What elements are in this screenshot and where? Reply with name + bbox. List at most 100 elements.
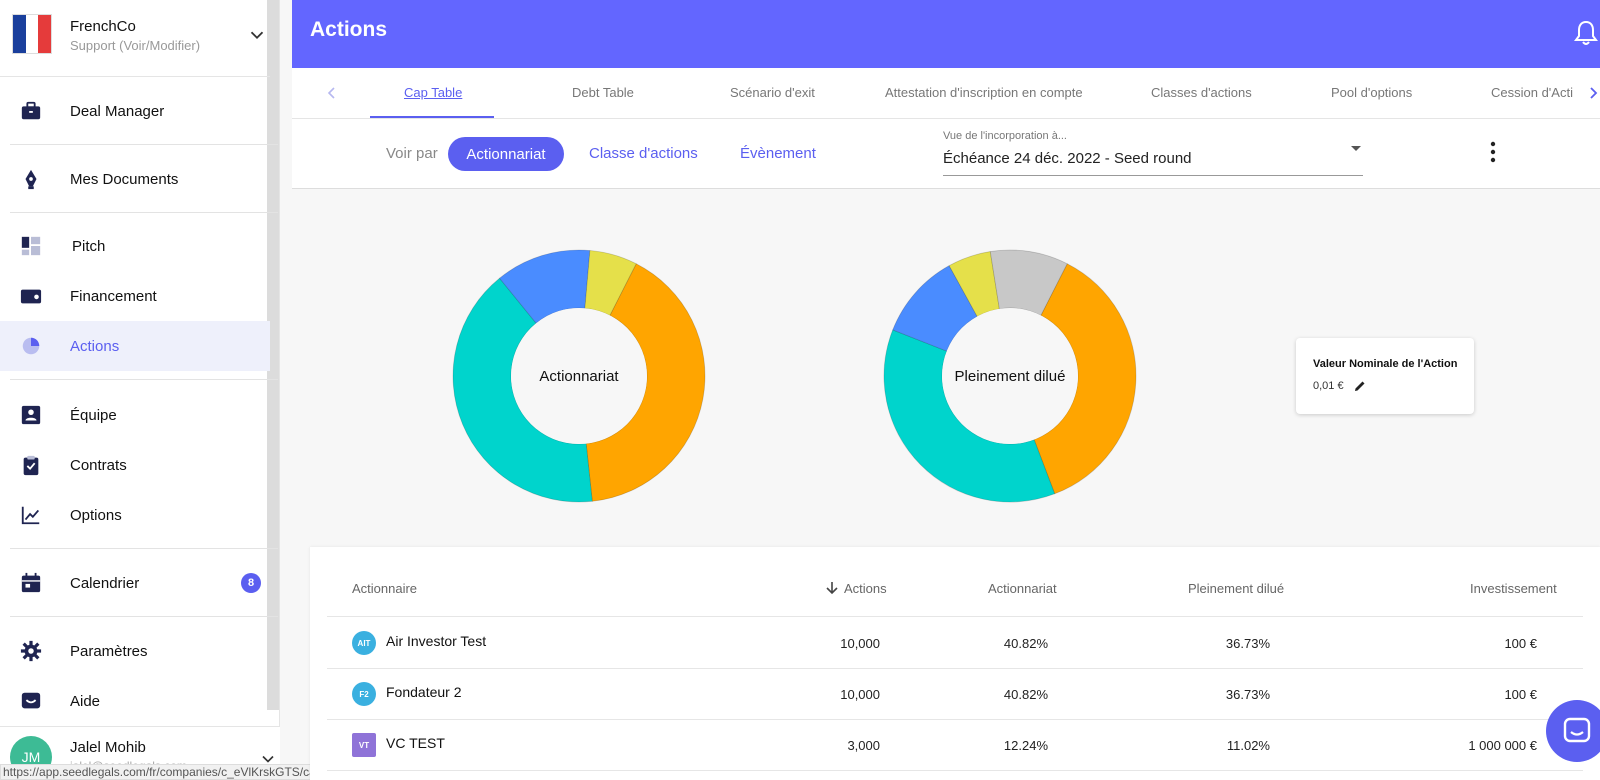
clipboard-check-icon bbox=[23, 455, 39, 476]
nominal-value-title: Valeur Nominale de l'Action bbox=[1313, 358, 1458, 370]
chat-smile-icon bbox=[21, 692, 41, 709]
view-classe-actions-button[interactable]: Classe d'actions bbox=[589, 145, 698, 162]
sidebar-item-documents[interactable]: Mes Documents bbox=[0, 154, 270, 204]
pencil-icon[interactable] bbox=[1354, 380, 1366, 392]
sidebar-item-label: Paramètres bbox=[70, 642, 148, 660]
sidebar-item-parametres[interactable]: Paramètres bbox=[0, 626, 270, 676]
line-chart-icon bbox=[21, 506, 40, 525]
column-header-actionnaire[interactable]: Actionnaire bbox=[352, 581, 418, 596]
sidebar-item-financement[interactable]: Financement bbox=[0, 271, 270, 321]
table-row[interactable]: F2 Fondateur 2 10,000 40.82% 36.73% 100 … bbox=[310, 668, 1600, 719]
voir-par-label: Voir par bbox=[386, 145, 438, 162]
tab-attestation[interactable]: Attestation d'inscription en compte bbox=[885, 85, 1083, 100]
incorporation-select[interactable]: Échéance 24 déc. 2022 - Seed round bbox=[943, 150, 1192, 167]
donut-hole bbox=[511, 308, 647, 444]
person-badge-icon bbox=[21, 405, 41, 425]
more-vertical-icon[interactable] bbox=[1488, 141, 1498, 163]
sidebar-item-calendrier[interactable]: Calendrier 8 bbox=[0, 558, 270, 608]
shareholder-name[interactable]: VC TEST bbox=[386, 735, 445, 751]
page-header: Actions bbox=[292, 0, 1600, 68]
donut-center-label: Pleinement dilué bbox=[954, 368, 1066, 385]
pie-chart-icon bbox=[22, 337, 40, 355]
shareholder-name[interactable]: Fondateur 2 bbox=[386, 684, 462, 700]
page-title: Actions bbox=[310, 18, 388, 41]
tab-debt-table[interactable]: Debt Table bbox=[572, 85, 634, 100]
chevron-down-icon[interactable] bbox=[246, 24, 268, 46]
column-header-investissement[interactable]: Investissement bbox=[1470, 581, 1557, 596]
wallet-icon bbox=[20, 289, 42, 304]
french-flag-icon bbox=[12, 14, 52, 54]
divider bbox=[10, 379, 278, 380]
column-header-actionnariat[interactable]: Actionnariat bbox=[988, 581, 1057, 596]
divider bbox=[10, 616, 278, 617]
shareholder-avatar: VT bbox=[352, 733, 376, 757]
cell-investissement: 100 € bbox=[1504, 687, 1537, 702]
cell-pleinement-dilue: 11.02% bbox=[1226, 738, 1270, 753]
sidebar-item-actions[interactable]: Actions bbox=[0, 321, 270, 371]
cell-pleinement-dilue: 36.73% bbox=[1225, 636, 1270, 651]
tab-cession-actions[interactable]: Cession d'Acti bbox=[1491, 85, 1573, 100]
caret-down-icon[interactable] bbox=[1351, 146, 1361, 151]
select-underline bbox=[943, 175, 1363, 176]
table-row[interactable]: AIT Air Investor Test 10,000 40.82% 36.7… bbox=[310, 617, 1600, 668]
sidebar-item-contrats[interactable]: Contrats bbox=[0, 440, 270, 490]
company-role: Support (Voir/Modifier) bbox=[70, 38, 201, 53]
shareholder-name[interactable]: Air Investor Test bbox=[386, 633, 487, 649]
pleinement-dilue-donut-chart bbox=[883, 249, 1137, 503]
cell-actionnariat: 12.24% bbox=[1003, 738, 1048, 753]
company-name: FrenchCo bbox=[70, 18, 136, 35]
tab-pool-options[interactable]: Pool d'options bbox=[1331, 85, 1413, 100]
donut-hole bbox=[942, 308, 1078, 444]
column-header-actions[interactable]: Actions bbox=[844, 581, 887, 596]
chevron-down-icon[interactable] bbox=[258, 749, 278, 769]
divider bbox=[10, 144, 278, 145]
sidebar-item-label: Actions bbox=[70, 337, 120, 355]
view-evenement-button[interactable]: Évènement bbox=[740, 145, 816, 162]
sidebar: FrenchCo Support (Voir/Modifier) Deal Ma… bbox=[0, 0, 280, 780]
sidebar-item-label: Calendrier bbox=[70, 574, 140, 592]
divider bbox=[10, 548, 278, 549]
sidebar-item-label: Pitch bbox=[72, 237, 106, 255]
table-row[interactable]: VT VC TEST 3,000 12.24% 11.02% 1 000 000… bbox=[310, 719, 1600, 770]
view-actionnariat-button[interactable]: Actionnariat bbox=[448, 137, 564, 171]
column-header-pleinement-dilue[interactable]: Pleinement dilué bbox=[1188, 581, 1285, 596]
shareholder-avatar: AIT bbox=[352, 631, 376, 655]
sidebar-item-deal-manager[interactable]: Deal Manager bbox=[0, 86, 270, 136]
chevron-left-icon[interactable] bbox=[322, 83, 342, 103]
sidebar-item-options[interactable]: Options bbox=[0, 490, 270, 540]
sidebar-scrollbar[interactable] bbox=[267, 0, 279, 710]
sidebar-item-pitch[interactable]: Pitch bbox=[0, 221, 270, 271]
tab-cap-table[interactable]: Cap Table bbox=[404, 85, 463, 100]
arrow-down-icon[interactable] bbox=[826, 581, 838, 595]
row-divider bbox=[327, 668, 1583, 669]
tab-scenario-exit[interactable]: Scénario d'exit bbox=[730, 85, 815, 100]
gear-icon bbox=[20, 640, 42, 662]
pitch-blocks-icon bbox=[21, 236, 41, 256]
sidebar-item-label: Contrats bbox=[70, 456, 127, 474]
sidebar-item-equipe[interactable]: Équipe bbox=[0, 390, 270, 440]
tab-classes-actions[interactable]: Classes d'actions bbox=[1151, 85, 1252, 100]
bell-icon[interactable] bbox=[1574, 20, 1598, 46]
cell-actions: 10,000 bbox=[840, 636, 880, 651]
cell-investissement: 100 € bbox=[1504, 636, 1537, 651]
company-switcher[interactable]: FrenchCo Support (Voir/Modifier) bbox=[0, 0, 270, 77]
row-divider bbox=[327, 719, 1583, 720]
sidebar-item-label: Deal Manager bbox=[70, 102, 165, 120]
donut-center-label: Actionnariat bbox=[539, 368, 619, 385]
sidebar-item-aide[interactable]: Aide bbox=[0, 676, 270, 726]
row-divider bbox=[327, 616, 1583, 617]
row-divider bbox=[327, 770, 1583, 771]
actionnariat-donut-chart bbox=[452, 249, 706, 503]
chevron-right-icon[interactable] bbox=[1588, 83, 1600, 103]
incorporation-select-label: Vue de l'incorporation à... bbox=[943, 130, 1067, 142]
cell-actionnariat: 40.82% bbox=[1003, 687, 1048, 702]
chat-launcher-button[interactable] bbox=[1546, 700, 1600, 762]
nominal-value-card: Valeur Nominale de l'Action 0,01 € bbox=[1296, 338, 1474, 414]
sidebar-item-label: Financement bbox=[70, 287, 157, 305]
shareholder-avatar: F2 bbox=[352, 682, 376, 706]
sidebar-item-label: Mes Documents bbox=[70, 170, 179, 188]
nominal-value: 0,01 € bbox=[1313, 380, 1344, 392]
divider bbox=[10, 212, 278, 213]
view-filter-bar: Voir par Actionnariat Classe d'actions É… bbox=[292, 119, 1600, 189]
user-name: Jalel Mohib bbox=[70, 739, 146, 756]
